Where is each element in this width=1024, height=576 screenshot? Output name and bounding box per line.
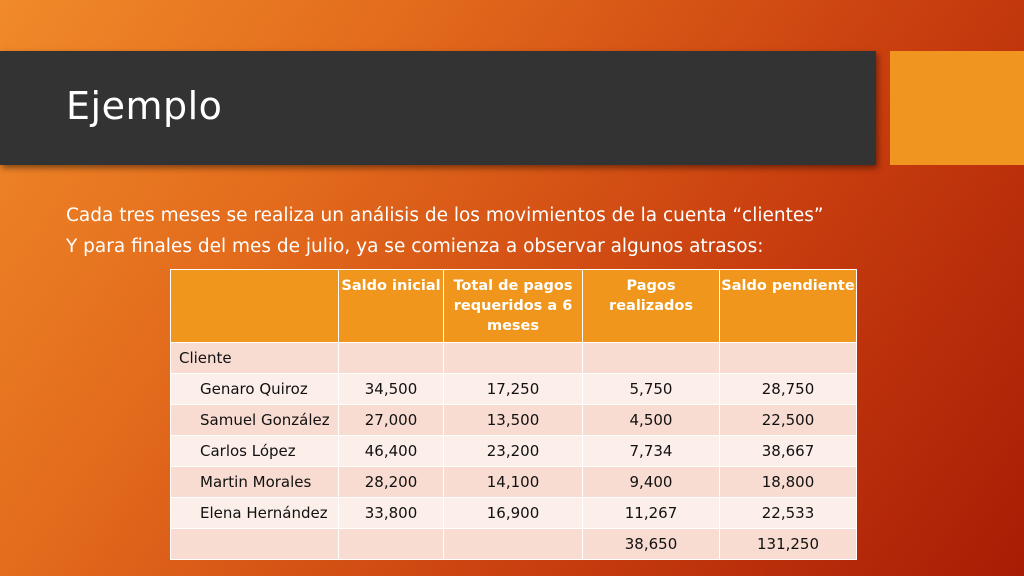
- saldo-inicial-cell: 33,800: [338, 497, 444, 529]
- header-blank: [170, 269, 339, 343]
- saldo-pendiente-cell: 22,500: [719, 404, 857, 436]
- table-row: Carlos López 46,400 23,200 7,734 38,667: [170, 435, 857, 467]
- client-name: Elena Hernández: [170, 497, 339, 529]
- group-row: Cliente: [170, 342, 857, 374]
- slide-body: Cada tres meses se realiza un análisis d…: [66, 200, 1006, 262]
- table-header-row: Saldo inicial Total de pagos requeridos …: [170, 269, 857, 343]
- pagos-realizados-cell: 11,267: [582, 497, 720, 529]
- slide-title: Ejemplo: [66, 84, 223, 128]
- total-pagos-cell: 23,200: [443, 435, 583, 467]
- total-pagos-cell: 17,250: [443, 373, 583, 405]
- table-cell: [719, 342, 857, 374]
- saldo-pendiente-cell: 38,667: [719, 435, 857, 467]
- table-cell: [443, 342, 583, 374]
- pagos-realizados-cell: 4,500: [582, 404, 720, 436]
- group-label: Cliente: [170, 342, 339, 374]
- saldo-inicial-cell: 46,400: [338, 435, 444, 467]
- table-row: Genaro Quiroz 34,500 17,250 5,750 28,750: [170, 373, 857, 405]
- saldo-inicial-cell: 28,200: [338, 466, 444, 498]
- saldo-inicial-cell: 27,000: [338, 404, 444, 436]
- table-row: Elena Hernández 33,800 16,900 11,267 22,…: [170, 497, 857, 529]
- client-name: Samuel González: [170, 404, 339, 436]
- total-pagos-cell: 14,100: [443, 466, 583, 498]
- saldo-pendiente-cell: 28,750: [719, 373, 857, 405]
- table-row: Samuel González 27,000 13,500 4,500 22,5…: [170, 404, 857, 436]
- totals-row: 38,650 131,250: [170, 528, 857, 560]
- header-total-pagos: Total de pagos requeridos a 6 meses: [443, 269, 583, 343]
- body-line-1: Cada tres meses se realiza un análisis d…: [66, 205, 824, 226]
- header-saldo-pendiente: Saldo pendiente: [719, 269, 857, 343]
- saldo-pendiente-cell: 22,533: [719, 497, 857, 529]
- client-name: Genaro Quiroz: [170, 373, 339, 405]
- header-pagos-realizados: Pagos realizados: [582, 269, 720, 343]
- total-pagos-realizados: 38,650: [582, 528, 720, 560]
- total-pagos-cell: 16,900: [443, 497, 583, 529]
- total-saldo-pendiente: 131,250: [719, 528, 857, 560]
- totals-label: [170, 528, 339, 560]
- client-name: Carlos López: [170, 435, 339, 467]
- accounts-table: Saldo inicial Total de pagos requeridos …: [170, 269, 857, 560]
- body-line-2: Y para finales del mes de julio, ya se c…: [66, 236, 764, 257]
- table-row: Martin Morales 28,200 14,100 9,400 18,80…: [170, 466, 857, 498]
- header-saldo-inicial: Saldo inicial: [338, 269, 444, 343]
- total-pagos-cell: 13,500: [443, 404, 583, 436]
- table-cell: [338, 342, 444, 374]
- title-bar: [0, 51, 876, 165]
- pagos-realizados-cell: 9,400: [582, 466, 720, 498]
- totals-cell: [443, 528, 583, 560]
- pagos-realizados-cell: 7,734: [582, 435, 720, 467]
- table-cell: [582, 342, 720, 374]
- saldo-pendiente-cell: 18,800: [719, 466, 857, 498]
- client-name: Martin Morales: [170, 466, 339, 498]
- accent-block: [890, 51, 1024, 165]
- saldo-inicial-cell: 34,500: [338, 373, 444, 405]
- pagos-realizados-cell: 5,750: [582, 373, 720, 405]
- totals-cell: [338, 528, 444, 560]
